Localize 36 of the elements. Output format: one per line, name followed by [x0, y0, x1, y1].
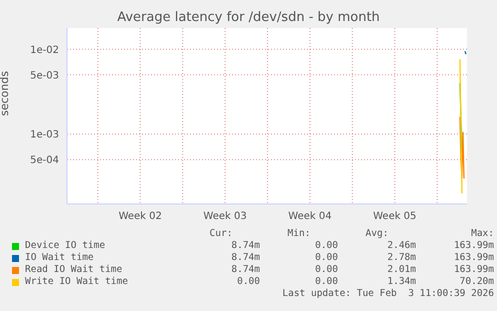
text: 0.00 [314, 240, 338, 252]
legend-label: Read IO Wait time [25, 264, 122, 276]
text: 0.00 [236, 276, 260, 288]
text: 0.00 [314, 264, 338, 276]
text: Last update: Tue Feb 3 11:00:39 2026 [281, 288, 494, 300]
text: Avg: [364, 228, 390, 240]
y-tick-label: 1e-03 [30, 130, 59, 141]
text: Min: [286, 228, 312, 240]
text: 163.99m [452, 240, 494, 252]
text: Cur: [208, 228, 234, 240]
y-axis-title: seconds [0, 70, 11, 116]
legend-label: Device IO time [25, 240, 106, 252]
text: 8.74m [230, 252, 260, 264]
x-tick-label: Week 04 [288, 211, 332, 222]
text: 2.01m [386, 264, 416, 276]
legend-label: IO Wait time [25, 252, 94, 264]
text: 2.78m [386, 252, 416, 264]
x-tick-label: Week 02 [118, 211, 162, 222]
legend-label: Write IO Wait time [25, 276, 128, 288]
y-tick-label: 5e-04 [30, 155, 59, 166]
text: 2.46m [386, 240, 416, 252]
text: 70.20m [458, 276, 494, 288]
text: 163.99m [452, 264, 494, 276]
text: 163.99m [452, 252, 494, 264]
text: Max: [470, 228, 494, 240]
text: 8.74m [230, 264, 260, 276]
y-tick-label: 1e-02 [30, 44, 59, 56]
x-tick-label: Week 05 [373, 211, 416, 222]
line-series [459, 116, 465, 180]
text: 1.34m [386, 276, 416, 288]
chart-title: Average latency for /dev/sdn - by month [116, 10, 381, 25]
y-tick-label: 5e-03 [30, 70, 59, 82]
text: 0.00 [314, 252, 338, 264]
x-tick-label: Week 03 [203, 211, 247, 222]
text: 8.74m [230, 240, 260, 252]
text: 0.00 [314, 276, 338, 288]
